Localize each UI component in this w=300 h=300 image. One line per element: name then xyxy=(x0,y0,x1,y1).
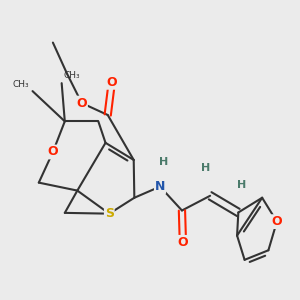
Text: CH₃: CH₃ xyxy=(63,71,80,80)
Text: H: H xyxy=(158,157,168,167)
Text: N: N xyxy=(155,180,165,193)
Text: O: O xyxy=(272,215,282,228)
Text: S: S xyxy=(105,207,114,220)
Text: CH₃: CH₃ xyxy=(12,80,29,89)
Text: O: O xyxy=(48,146,58,158)
Text: H: H xyxy=(201,163,210,173)
Text: H: H xyxy=(237,180,246,190)
Text: O: O xyxy=(76,97,87,110)
Text: O: O xyxy=(106,76,117,89)
Text: O: O xyxy=(178,236,188,249)
